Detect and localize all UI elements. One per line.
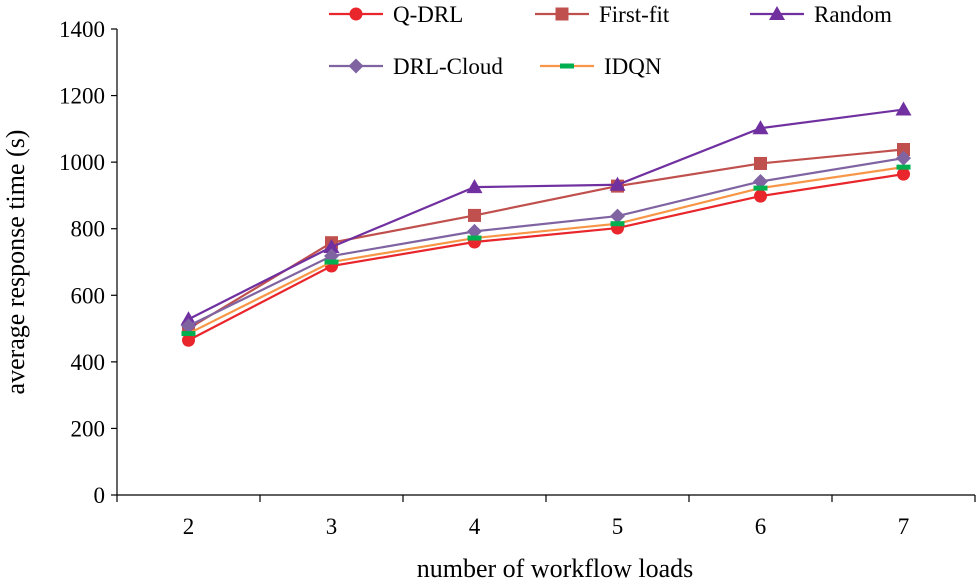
series-line <box>188 108 904 321</box>
data-point <box>610 208 625 224</box>
legend-label: Q-DRL <box>393 2 463 27</box>
legend-item: IDQN <box>540 54 662 79</box>
data-point <box>895 101 912 116</box>
legend-label: IDQN <box>604 54 662 79</box>
series-drl-cloud <box>181 150 911 334</box>
data-point <box>752 120 769 135</box>
y-tick-label: 400 <box>71 350 106 375</box>
x-tick-label: 5 <box>612 514 624 539</box>
data-point <box>753 173 768 189</box>
data-point <box>324 259 339 265</box>
x-tick-label: 7 <box>898 514 910 539</box>
x-tick-label: 6 <box>755 514 767 539</box>
legend-marker <box>769 6 785 20</box>
y-tick-label: 1000 <box>59 150 105 175</box>
x-tick-label: 3 <box>326 514 338 539</box>
series-group <box>180 101 912 347</box>
x-tick-label: 2 <box>183 514 195 539</box>
legend-marker <box>348 58 364 74</box>
data-point <box>896 164 911 170</box>
data-point <box>610 221 625 227</box>
data-point <box>609 176 626 191</box>
legend-item: First-fit <box>535 2 670 27</box>
data-point <box>181 318 196 334</box>
series-line <box>187 173 904 342</box>
y-axis-title: average response time (s) <box>1 130 30 395</box>
y-tick-label: 0 <box>94 483 106 508</box>
legend-label: DRL-Cloud <box>393 54 503 79</box>
y-tick-label: 200 <box>71 416 106 441</box>
series-random <box>180 101 912 326</box>
data-point <box>897 142 910 156</box>
data-point <box>181 331 196 337</box>
data-point <box>180 311 197 326</box>
legend-item: Random <box>750 2 892 27</box>
axes-group: 0 200 400 600 800 1000 1200 1400 2 3 4 5 6 7 <box>59 17 976 539</box>
series-first-fit <box>182 142 910 336</box>
data-point <box>753 185 768 191</box>
legend-marker <box>555 7 569 21</box>
legend: Q-DRL First-fit Random DRL-Cloud IDQN <box>329 2 892 79</box>
series-q-drl <box>182 167 910 347</box>
data-point <box>182 333 195 347</box>
legend-marker <box>560 63 574 69</box>
series-line <box>188 166 904 335</box>
data-point <box>754 156 767 170</box>
y-tick-label: 1400 <box>59 17 105 42</box>
y-tick-label: 1200 <box>59 84 105 109</box>
data-point <box>466 179 483 194</box>
data-point <box>897 167 910 181</box>
series-idqn <box>181 164 911 337</box>
legend-label: First-fit <box>599 2 670 27</box>
data-point <box>754 189 767 203</box>
x-axis-title: number of workflow loads <box>417 554 694 582</box>
legend-item: Q-DRL <box>329 2 463 27</box>
data-point <box>467 235 482 241</box>
data-point <box>896 150 911 166</box>
y-tick-label: 600 <box>71 283 106 308</box>
data-point <box>468 208 481 222</box>
series-line <box>188 157 904 327</box>
data-point <box>467 223 482 239</box>
legend-label: Random <box>814 2 892 27</box>
series-line <box>187 148 904 330</box>
y-tick-label: 800 <box>71 217 106 242</box>
legend-item: DRL-Cloud <box>329 54 503 79</box>
data-point <box>323 239 340 254</box>
legend-marker <box>349 7 363 21</box>
x-tick-label: 4 <box>469 514 481 539</box>
